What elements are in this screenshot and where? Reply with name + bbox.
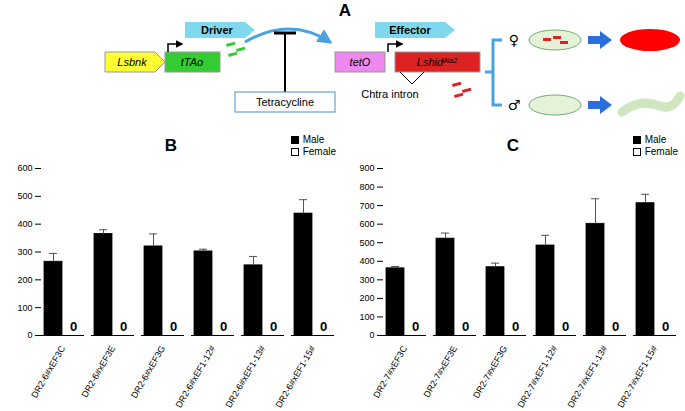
svg-text:0: 0 bbox=[662, 319, 669, 334]
svg-text:Driver: Driver bbox=[201, 24, 234, 36]
svg-text:100: 100 bbox=[17, 303, 32, 313]
svg-text:0: 0 bbox=[369, 330, 374, 340]
html-text:Male: Male bbox=[302, 134, 325, 145]
svg-text:♂: ♂ bbox=[508, 97, 521, 113]
svg-text:DR2-6#xEF3G: DR2-6#xEF3G bbox=[129, 344, 167, 400]
svg-text:0: 0 bbox=[120, 319, 127, 334]
svg-text:500: 500 bbox=[359, 238, 374, 248]
svg-text:900: 900 bbox=[359, 163, 374, 173]
svg-text:300: 300 bbox=[359, 275, 374, 285]
svg-text:DR2-7#xEF3E: DR2-7#xEF3E bbox=[422, 344, 460, 399]
svg-text:0: 0 bbox=[562, 319, 569, 334]
svg-text:Lsbnk: Lsbnk bbox=[117, 56, 147, 68]
svg-text:600: 600 bbox=[17, 163, 32, 173]
svg-text:0: 0 bbox=[70, 319, 77, 334]
svg-text:DR2-7#xEF3C: DR2-7#xEF3C bbox=[371, 344, 409, 400]
svg-text:DR2-6#xEF1-15#: DR2-6#xEF1-15# bbox=[274, 344, 318, 410]
html-text:Male: Male bbox=[644, 134, 667, 145]
svg-text:400: 400 bbox=[17, 219, 32, 229]
svg-text:300: 300 bbox=[17, 247, 32, 257]
svg-text:0: 0 bbox=[220, 319, 227, 334]
svg-text:Effector: Effector bbox=[389, 24, 431, 36]
svg-text:DR2-6#xEF3E: DR2-6#xEF3E bbox=[80, 344, 118, 399]
svg-text:0: 0 bbox=[512, 319, 519, 334]
svg-text:0: 0 bbox=[612, 319, 619, 334]
svg-text:DR2-6#xEF3C: DR2-6#xEF3C bbox=[29, 344, 67, 400]
html-text:B: B bbox=[164, 136, 178, 155]
svg-text:DR2-6#xEF1-13#: DR2-6#xEF1-13# bbox=[224, 344, 268, 410]
svg-text:600: 600 bbox=[359, 219, 374, 229]
html-text:C: C bbox=[506, 136, 520, 155]
svg-text:LshidAla2: LshidAla2 bbox=[417, 56, 457, 68]
svg-text:500: 500 bbox=[17, 191, 32, 201]
svg-text:tTAo: tTAo bbox=[181, 56, 203, 68]
svg-text:0: 0 bbox=[412, 319, 419, 334]
svg-text:200: 200 bbox=[359, 293, 374, 303]
svg-text:DR2-7#xEF1-12#: DR2-7#xEF1-12# bbox=[516, 344, 560, 410]
svg-text:0: 0 bbox=[320, 319, 327, 334]
svg-text:400: 400 bbox=[359, 256, 374, 266]
svg-text:DR2-7#xEF1-13#: DR2-7#xEF1-13# bbox=[566, 344, 610, 410]
svg-text:♀: ♀ bbox=[509, 32, 519, 48]
svg-text:Chtra intron: Chtra intron bbox=[361, 88, 418, 100]
html-text:Female: Female bbox=[302, 146, 336, 157]
svg-text:A: A bbox=[339, 1, 351, 20]
svg-text:Tetracycline: Tetracycline bbox=[256, 96, 314, 108]
html-text:Female: Female bbox=[644, 146, 678, 157]
svg-text:0: 0 bbox=[170, 319, 177, 334]
svg-text:700: 700 bbox=[359, 200, 374, 210]
svg-text:0: 0 bbox=[270, 319, 277, 334]
svg-text:800: 800 bbox=[359, 182, 374, 192]
svg-text:DR2-7#xEF3G: DR2-7#xEF3G bbox=[471, 344, 509, 400]
svg-text:0: 0 bbox=[27, 330, 32, 340]
svg-text:tetO: tetO bbox=[350, 56, 371, 68]
svg-text:0: 0 bbox=[462, 319, 469, 334]
svg-text:200: 200 bbox=[17, 275, 32, 285]
svg-text:DR2-7#xEF1-15#: DR2-7#xEF1-15# bbox=[616, 344, 660, 410]
svg-text:100: 100 bbox=[359, 312, 374, 322]
svg-text:DR2-6#xEF1-12#: DR2-6#xEF1-12# bbox=[174, 344, 218, 410]
